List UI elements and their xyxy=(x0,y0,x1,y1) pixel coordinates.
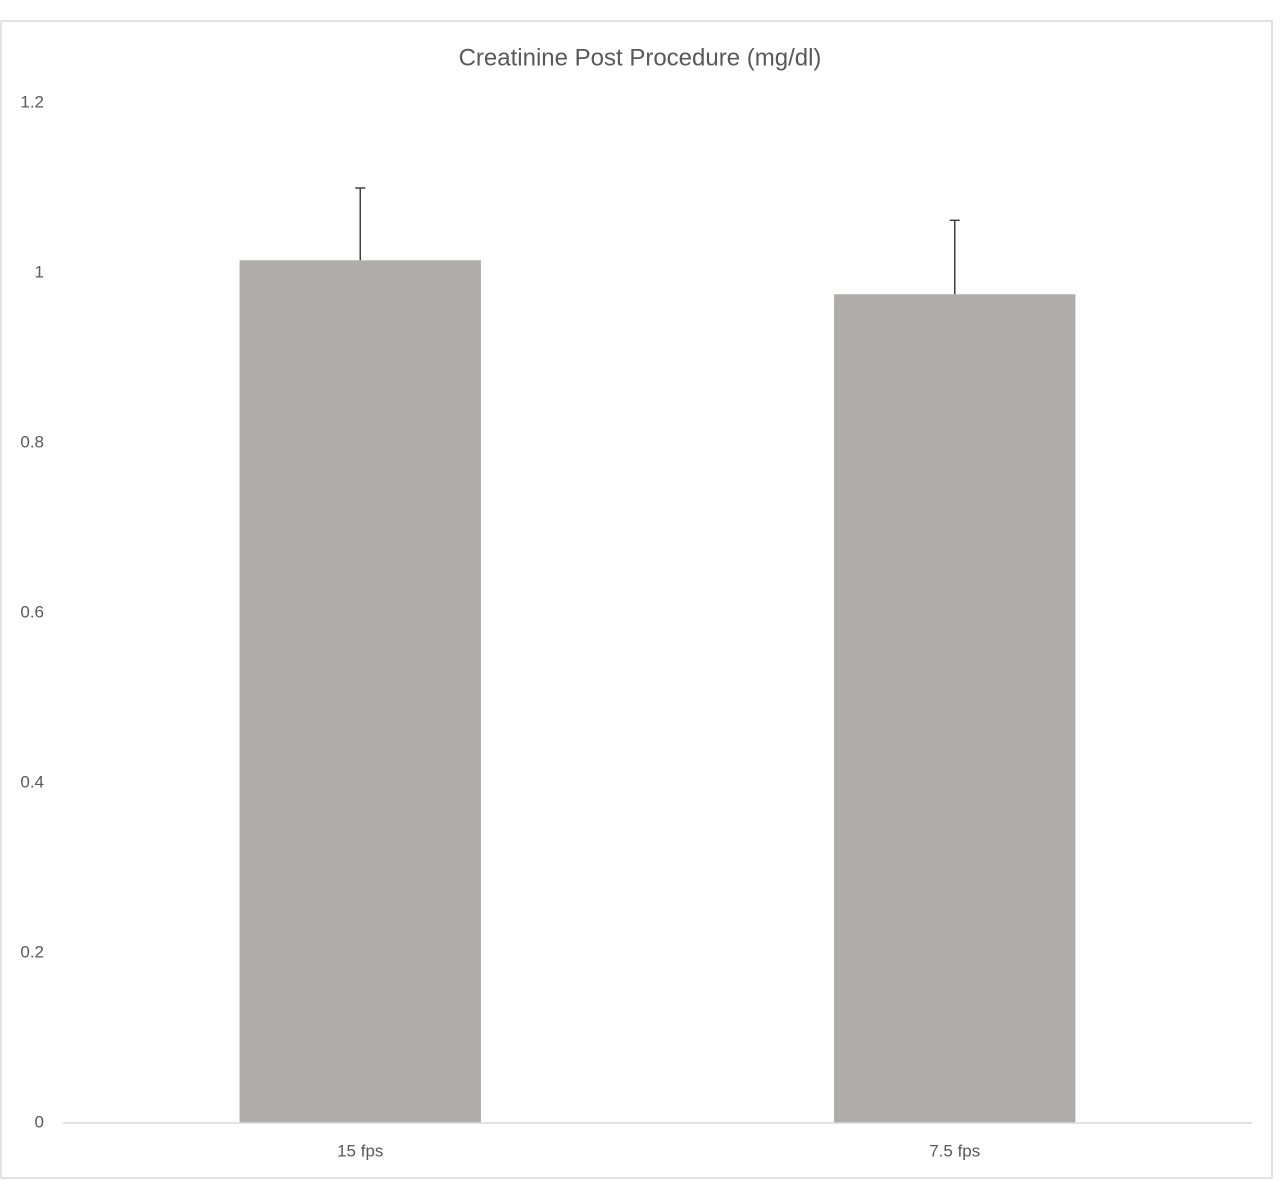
y-tick-label: 0 xyxy=(35,1112,44,1131)
x-tick-label: 15 fps xyxy=(337,1141,383,1160)
error-bar xyxy=(949,219,960,295)
chart-title: Creatinine Post Procedure (mg/dl) xyxy=(459,44,822,71)
y-tick-label: 0.4 xyxy=(20,772,44,791)
y-tick-label: 0.6 xyxy=(20,602,44,621)
y-tick-label: 0.2 xyxy=(20,942,44,961)
x-tick-label: 7.5 fps xyxy=(929,1141,980,1160)
error-bar xyxy=(355,187,366,261)
y-tick-label: 0.8 xyxy=(20,432,44,451)
y-tick-label: 1.2 xyxy=(20,92,44,111)
chart-frame xyxy=(0,20,1273,1179)
y-tick-label: 1 xyxy=(35,262,44,281)
bar xyxy=(834,294,1076,1123)
bar xyxy=(239,260,481,1123)
